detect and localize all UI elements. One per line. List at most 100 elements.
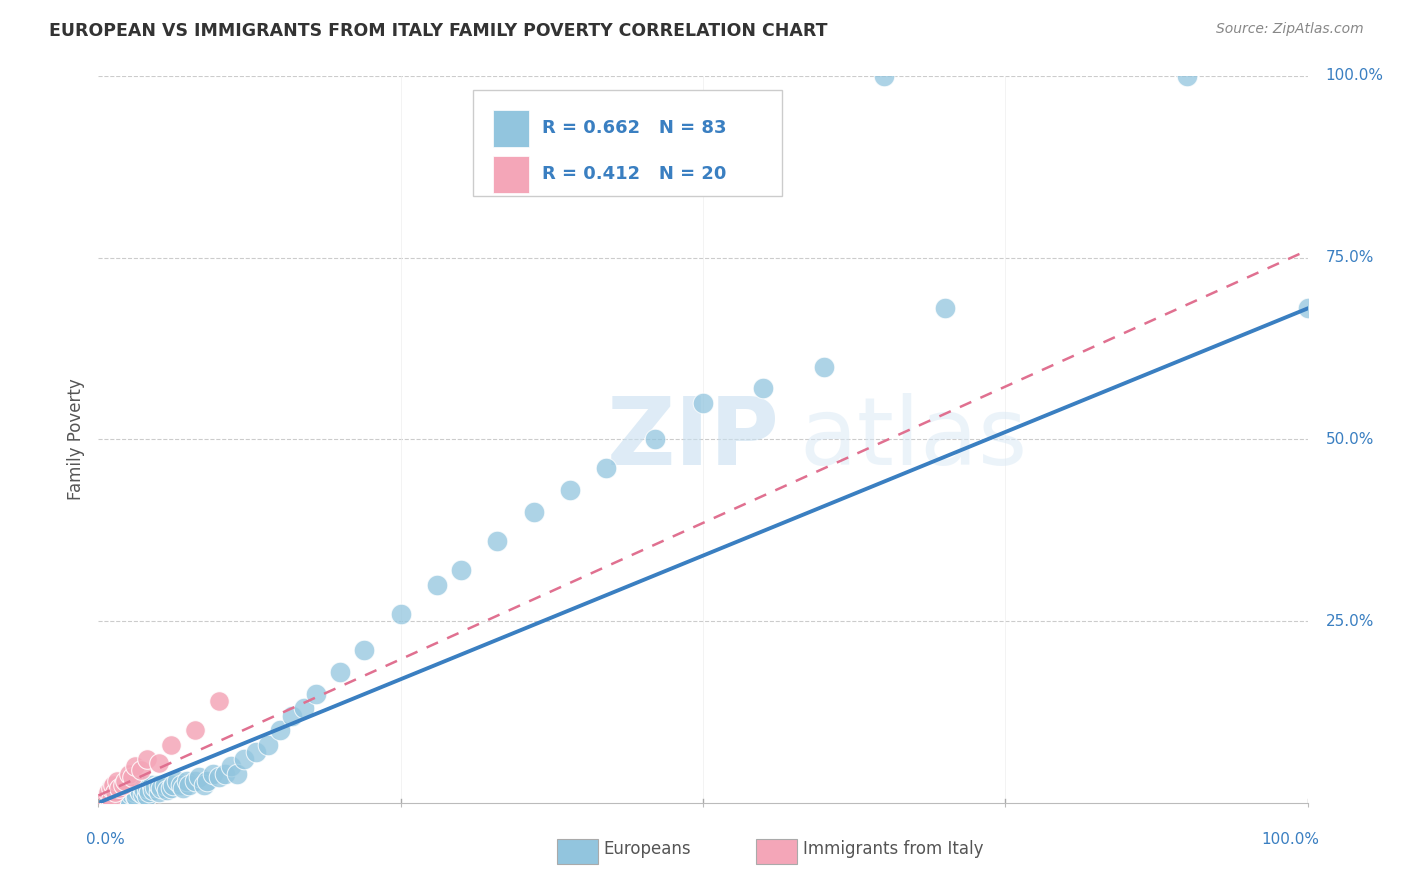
Point <box>117 781 139 796</box>
Point <box>269 723 291 737</box>
Point <box>96 789 118 803</box>
Point <box>195 774 218 789</box>
Point <box>135 752 157 766</box>
Point <box>156 782 179 797</box>
FancyBboxPatch shape <box>756 839 797 863</box>
Text: Europeans: Europeans <box>603 839 692 857</box>
Point <box>305 687 328 701</box>
Point <box>486 534 509 549</box>
Point <box>150 781 173 796</box>
Point <box>111 792 134 806</box>
FancyBboxPatch shape <box>492 156 529 193</box>
Point <box>96 789 118 803</box>
Point <box>97 785 120 799</box>
Point <box>101 789 124 804</box>
Point <box>214 766 236 780</box>
Text: 25.0%: 25.0% <box>1326 614 1374 629</box>
Point <box>124 759 146 773</box>
Point <box>873 69 896 83</box>
Point <box>256 738 278 752</box>
Point <box>934 301 956 316</box>
Point <box>153 778 176 792</box>
Text: R = 0.412   N = 20: R = 0.412 N = 20 <box>543 166 727 184</box>
Point <box>692 396 714 410</box>
Point <box>389 607 412 621</box>
Point <box>115 789 138 803</box>
Text: 100.0%: 100.0% <box>1261 832 1320 847</box>
Point <box>202 766 225 780</box>
Text: 75.0%: 75.0% <box>1326 250 1374 265</box>
Point <box>118 792 141 806</box>
Point <box>124 785 146 799</box>
Point <box>176 774 198 789</box>
Point <box>101 778 124 792</box>
Point <box>353 643 375 657</box>
Point <box>245 745 267 759</box>
Point <box>813 359 835 374</box>
Point <box>221 759 243 773</box>
Point <box>169 778 191 792</box>
Point <box>124 789 146 803</box>
Point <box>104 789 127 803</box>
Point <box>100 781 122 796</box>
Point <box>135 781 157 796</box>
Point <box>148 756 170 770</box>
Point <box>752 381 775 395</box>
Point <box>226 766 249 780</box>
Point <box>114 785 136 799</box>
Point <box>111 778 134 792</box>
Point <box>108 787 131 801</box>
Point <box>105 774 128 789</box>
Point <box>118 782 141 797</box>
Point <box>100 792 122 806</box>
Point <box>148 785 170 799</box>
Point <box>141 778 163 792</box>
Point <box>160 781 183 796</box>
Point <box>523 505 546 519</box>
Point <box>129 763 152 777</box>
Point <box>426 578 449 592</box>
Text: 0.0%: 0.0% <box>86 832 125 847</box>
Point <box>208 770 231 784</box>
Point <box>281 708 304 723</box>
Point <box>120 787 142 801</box>
Point <box>132 787 155 801</box>
FancyBboxPatch shape <box>492 111 529 146</box>
Point <box>450 563 472 577</box>
Point <box>93 792 115 806</box>
Point <box>100 789 122 803</box>
Text: EUROPEAN VS IMMIGRANTS FROM ITALY FAMILY POVERTY CORRELATION CHART: EUROPEAN VS IMMIGRANTS FROM ITALY FAMILY… <box>49 22 828 40</box>
Point <box>97 792 120 806</box>
Point <box>111 778 134 792</box>
Text: Source: ZipAtlas.com: Source: ZipAtlas.com <box>1216 22 1364 37</box>
Point <box>108 781 131 796</box>
Point <box>329 665 352 679</box>
Point <box>114 774 136 789</box>
Point <box>121 770 143 784</box>
Point <box>100 792 122 806</box>
Point <box>184 774 207 789</box>
Y-axis label: Family Poverty: Family Poverty <box>66 378 84 500</box>
Point <box>105 792 128 806</box>
Text: 100.0%: 100.0% <box>1326 69 1384 83</box>
Point <box>134 782 156 797</box>
Text: atlas: atlas <box>800 393 1028 485</box>
Point <box>148 778 170 792</box>
Text: R = 0.662   N = 83: R = 0.662 N = 83 <box>543 120 727 137</box>
Point <box>184 723 207 737</box>
Point <box>232 752 254 766</box>
Point <box>125 789 148 804</box>
Point <box>103 785 125 799</box>
Point <box>172 781 194 796</box>
Text: 50.0%: 50.0% <box>1326 432 1374 447</box>
Point <box>104 785 127 799</box>
Point <box>118 766 141 780</box>
Point <box>127 781 149 796</box>
Point <box>111 789 134 803</box>
Point <box>179 778 201 792</box>
Point <box>162 778 184 792</box>
Point <box>1175 69 1198 83</box>
Point <box>138 785 160 799</box>
Point <box>166 774 188 789</box>
Point <box>187 770 209 784</box>
